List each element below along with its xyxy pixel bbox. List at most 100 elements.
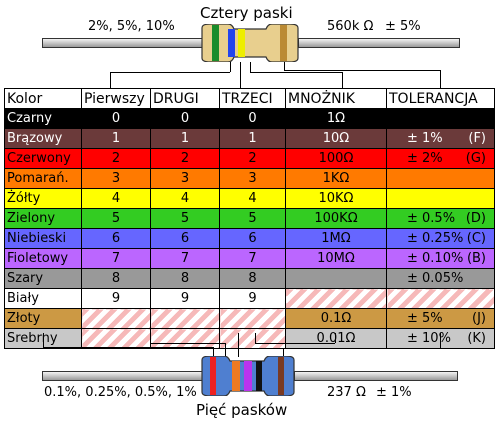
connector-line [250,72,342,73]
five-band-tolerance-label: ± 1% [376,385,412,400]
connector-line [440,70,441,88]
header-second: DRUGI [150,88,220,109]
connector-line [284,70,440,71]
color-code-table: Kolor Pierwszy DRUGI TRZECI MNOŻNIK TOLE… [4,88,495,349]
table-row: Żółty 4 4 4 10KΩ [4,188,495,209]
cell-color: Zielony [4,208,82,229]
table-row: Niebieski 6 6 6 1MΩ ± 0.25% (C) [4,228,495,249]
cell-second: 0 [150,108,220,129]
five-band-band-5 [278,357,284,395]
tolerance-code: (F) [468,131,486,146]
cell-third: 4 [219,188,286,209]
cell-third: 5 [219,208,286,229]
connector-line [255,333,256,343]
table-row: Czarny 0 0 0 1Ω [4,108,495,129]
cell-third: 0 [219,108,286,129]
cell-first: 5 [81,208,151,229]
connector-line [110,72,111,88]
cell-tolerance [386,168,495,189]
cell-tolerance: ± 1% (F) [386,128,495,149]
tolerance-value: ± 2% [407,151,443,166]
cell-tolerance [386,288,495,309]
cell-multiplier [285,288,387,309]
connector-line [150,333,151,343]
connector-line [283,348,284,358]
four-band-tolerance-range-label: 2%, 5%, 10% [88,19,175,34]
cell-multiplier: 0.1Ω [285,308,387,329]
cell-third: 2 [219,148,286,169]
cell-multiplier: 10Ω [285,128,387,149]
cell-multiplier: 10MΩ [285,248,387,269]
cell-third: 1 [219,128,286,149]
four-band-tolerance-label: ± 5% [385,19,421,34]
cell-color: Szary [4,268,82,289]
tolerance-code: (D) [465,211,486,226]
cell-multiplier: 0.01Ω [285,328,387,349]
cell-multiplier: 100Ω [285,148,387,169]
five-band-resistor [201,356,295,396]
cell-color: Czerwony [4,148,82,169]
cell-third: 7 [219,248,286,269]
cell-color: Złoty [4,308,82,329]
connector-line [440,333,441,349]
cell-color: Żółty [4,188,82,209]
connector-line [284,62,285,70]
cell-second: 2 [150,148,220,169]
five-band-band-4 [256,361,262,391]
cell-third: 9 [219,288,286,309]
cell-second: 9 [150,288,220,309]
cell-first: 7 [81,248,151,269]
connector-line [255,343,335,344]
five-band-band-1 [210,357,216,395]
cell-first: 0 [81,108,151,129]
five-band-band-3 [244,361,252,391]
four-band-title: Cztery paski [200,4,293,22]
cell-second: 7 [150,248,220,269]
header-third: TRZECI [219,88,286,109]
cell-second [150,308,220,329]
connector-line [283,348,440,349]
five-band-title: Pięć pasków [196,401,288,419]
cell-tolerance: ± 0.10% (B) [386,248,495,269]
tolerance-code: (K) [467,331,486,346]
tolerance-value: ± 10% [407,331,451,346]
cell-tolerance [386,188,495,209]
table-row: Biały 9 9 9 [4,288,495,309]
four-band-resistor [201,24,299,62]
connector-line [250,62,251,72]
four-band-band-3 [238,29,245,57]
table-row: Szary 8 8 8 ± 0.05% [4,268,495,289]
five-band-tolerance-range-label: 0.1%, 0.25%, 0.5%, 1% [44,385,197,400]
cell-first [81,328,151,349]
cell-tolerance: ± 5% (J) [386,308,495,329]
cell-third [219,328,286,349]
cell-tolerance [386,108,495,129]
cell-first: 6 [81,228,151,249]
cell-color: Brązowy [4,128,82,149]
cell-second: 1 [150,128,220,149]
connector-line [238,333,239,357]
connector-line [110,72,230,73]
cell-tolerance: ± 0.5% (D) [386,208,495,229]
cell-first: 3 [81,168,151,189]
five-band-right-lead [294,371,458,381]
cell-multiplier: 1MΩ [285,228,387,249]
four-band-left-lead [42,38,206,48]
cell-multiplier: 10KΩ [285,188,387,209]
table-row: Pomarań. 3 3 3 1KΩ [4,168,495,189]
cell-tolerance: ± 0.05% [386,268,495,289]
tolerance-value: ± 0.10% [407,251,464,266]
tolerance-value: ± 0.5% [407,211,456,226]
connector-line [43,333,44,347]
connector-line [225,343,226,357]
cell-first: 4 [81,188,151,209]
cell-first: 8 [81,268,151,289]
cell-multiplier: 1Ω [285,108,387,129]
four-band-band-2 [228,29,235,57]
cell-third: 3 [219,168,286,189]
cell-second: 4 [150,188,220,209]
tolerance-value: ± 5% [407,311,443,326]
table-row: Czerwony 2 2 2 100Ω ± 2% (G) [4,148,495,169]
header-multiplier: MNOŻNIK [285,88,387,109]
five-band-left-lead [42,371,206,381]
